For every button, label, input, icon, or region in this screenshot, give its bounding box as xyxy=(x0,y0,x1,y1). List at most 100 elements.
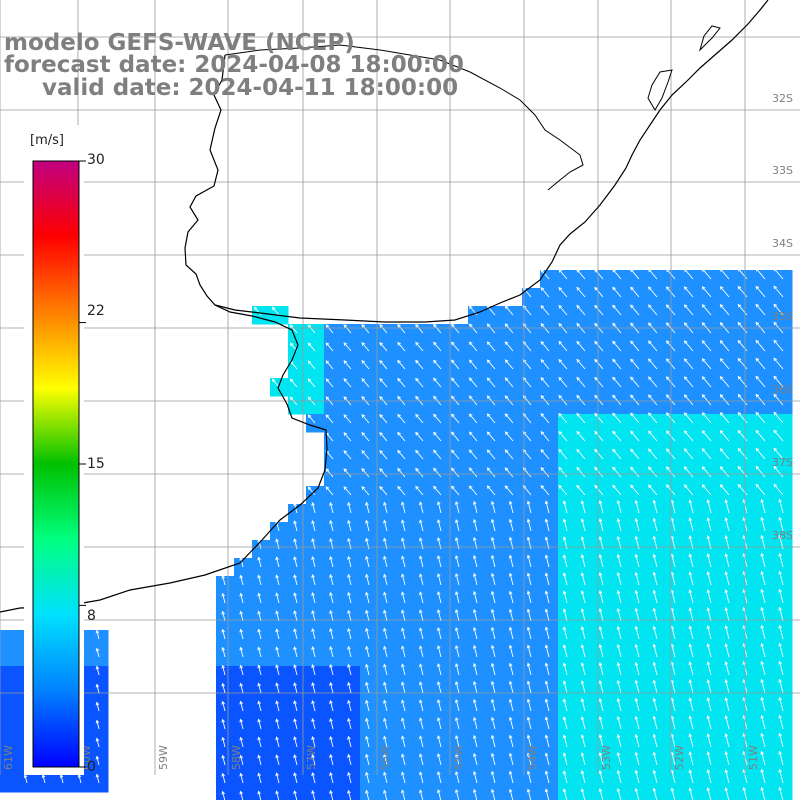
wind-cell xyxy=(324,612,343,631)
wind-cell xyxy=(774,738,793,757)
wind-arrow xyxy=(347,699,352,712)
wind-cell xyxy=(468,342,487,361)
wind-cell xyxy=(0,702,19,721)
wind-arrow xyxy=(419,591,424,604)
wind-arrow xyxy=(508,752,514,766)
wind-cell xyxy=(702,270,721,289)
wind-cell xyxy=(684,270,703,289)
wind-cell xyxy=(270,594,289,613)
wind-cell xyxy=(216,648,235,667)
wind-arrow xyxy=(468,341,478,352)
wind-arrow xyxy=(598,715,604,730)
wind-arrow xyxy=(347,591,352,604)
wind-cell xyxy=(396,576,415,595)
wind-arrow xyxy=(683,394,694,406)
wind-arrow xyxy=(773,483,784,496)
wind-cell xyxy=(630,540,649,559)
wind-arrow xyxy=(343,342,352,352)
wind-arrow xyxy=(415,467,424,478)
wind-arrow xyxy=(419,789,424,802)
wind-arrow xyxy=(257,772,262,784)
wind-arrow xyxy=(594,358,604,370)
wind-arrow xyxy=(562,608,568,622)
wind-cell xyxy=(414,594,433,613)
wind-arrow xyxy=(540,449,550,460)
wind-arrow xyxy=(580,518,586,532)
wind-arrow xyxy=(239,628,244,640)
wind-cell xyxy=(720,666,739,685)
wind-cell xyxy=(576,756,595,775)
wind-cell xyxy=(774,306,793,325)
wind-arrow xyxy=(598,661,604,676)
wind-cell xyxy=(288,540,307,559)
wind-cell xyxy=(558,324,577,343)
wind-arrow xyxy=(468,413,478,424)
wind-cell xyxy=(522,738,541,757)
wind-cell xyxy=(468,576,487,595)
wind-arrow xyxy=(311,664,316,676)
wind-arrow xyxy=(760,768,766,784)
wind-cell xyxy=(306,648,325,667)
wind-arrow xyxy=(311,772,316,784)
wind-arrow xyxy=(383,735,388,748)
wind-arrow xyxy=(95,755,100,766)
wind-arrow xyxy=(594,286,604,298)
wind-cell xyxy=(702,792,721,804)
wind-cell xyxy=(0,738,19,757)
wind-cell xyxy=(252,576,271,595)
wind-cell xyxy=(630,612,649,631)
wind-arrow xyxy=(361,468,370,478)
wind-arrow xyxy=(683,448,694,460)
wind-arrow xyxy=(486,395,496,406)
wind-arrow xyxy=(419,771,424,784)
wind-arrow xyxy=(616,769,622,784)
wind-arrow xyxy=(760,624,766,640)
wind-cell xyxy=(486,738,505,757)
wind-arrow xyxy=(558,376,568,388)
wind-cell xyxy=(702,594,721,613)
wind-cell xyxy=(468,378,487,397)
wind-cell xyxy=(684,342,703,361)
wind-arrow xyxy=(365,609,370,622)
wind-cell xyxy=(378,774,397,793)
wind-cell xyxy=(432,756,451,775)
wind-cell xyxy=(720,540,739,559)
wind-arrow xyxy=(486,467,496,478)
wind-arrow xyxy=(383,753,388,766)
wind-arrow xyxy=(737,285,748,298)
wind-arrow xyxy=(701,484,712,496)
wind-cell xyxy=(756,432,775,451)
wind-arrow xyxy=(365,735,370,748)
wind-cell xyxy=(648,450,667,469)
wind-cell xyxy=(612,432,631,451)
wind-cell xyxy=(378,576,397,595)
wind-cell xyxy=(594,594,613,613)
wind-cell xyxy=(216,720,235,739)
wind-cell xyxy=(702,342,721,361)
wind-cell xyxy=(342,648,361,667)
wind-cell xyxy=(684,756,703,775)
wind-cell xyxy=(432,666,451,685)
wind-cell xyxy=(666,342,685,361)
wind-arrow xyxy=(544,500,550,514)
wind-cell xyxy=(468,738,487,757)
wind-cell xyxy=(756,360,775,379)
wind-cell xyxy=(396,360,415,379)
wind-arrow xyxy=(724,769,730,784)
wind-cell xyxy=(0,774,19,793)
wind-cell xyxy=(450,576,469,595)
wind-cell xyxy=(576,396,595,415)
wind-arrow xyxy=(504,341,514,352)
wind-cell xyxy=(306,378,325,397)
wind-cell xyxy=(288,738,307,757)
wind-arrow xyxy=(311,556,316,568)
wind-cell xyxy=(684,288,703,307)
wind-cell xyxy=(738,270,757,289)
wind-cell xyxy=(684,558,703,577)
wind-arrow xyxy=(612,286,622,298)
wind-cell xyxy=(558,432,577,451)
wind-arrow xyxy=(437,555,442,568)
wind-arrow xyxy=(540,431,550,442)
wind-arrow xyxy=(683,430,694,442)
